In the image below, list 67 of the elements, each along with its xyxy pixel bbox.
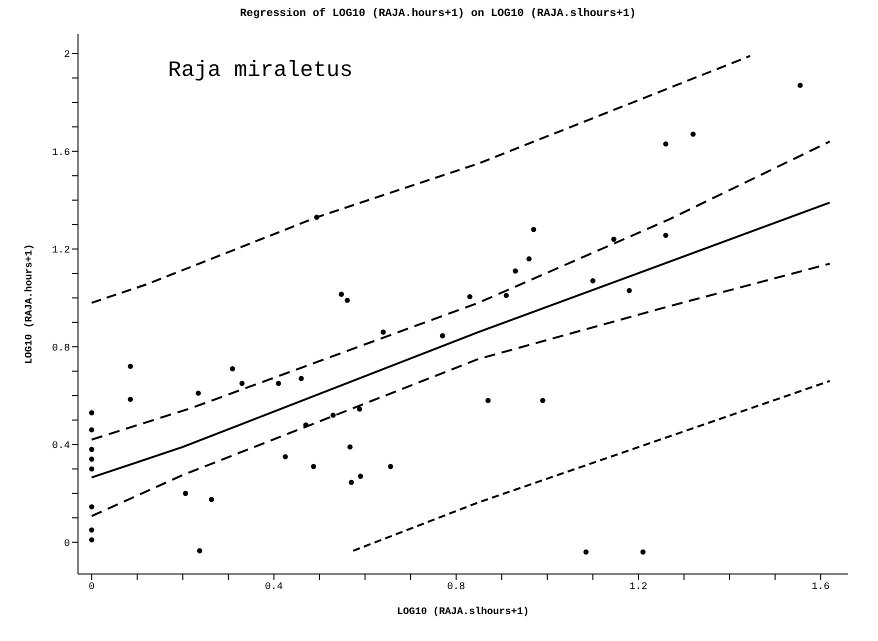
point [512, 268, 518, 274]
point [590, 278, 596, 284]
point [485, 398, 491, 404]
x-tick-label: 0.8 [447, 582, 466, 594]
point [663, 141, 668, 147]
point [89, 446, 94, 452]
y-axis-title: LOG10 (RAJA.hours+1) [24, 244, 36, 364]
point [239, 380, 245, 386]
point [611, 236, 616, 242]
x-tick-label: 1.6 [812, 582, 830, 594]
point [798, 82, 803, 88]
point [440, 333, 446, 338]
point [356, 406, 362, 412]
point [347, 444, 353, 450]
point [89, 466, 94, 472]
point [388, 464, 394, 470]
point [310, 464, 316, 470]
point [583, 549, 589, 555]
point [358, 474, 364, 479]
point [208, 496, 214, 502]
y-tick-label: 1.2 [52, 246, 70, 257]
point [89, 427, 94, 432]
y-tick-label: 2 [64, 50, 70, 62]
point [298, 376, 304, 382]
annotation: Raja miraletus [168, 58, 353, 83]
point [640, 549, 646, 555]
line-series [90, 262, 831, 518]
line-series [90, 54, 752, 304]
point [540, 398, 546, 404]
point [89, 527, 94, 533]
y-tick-label: 0.8 [52, 343, 70, 354]
point [531, 226, 536, 232]
point [344, 298, 350, 303]
point [282, 454, 288, 460]
point [89, 537, 94, 542]
point [276, 380, 282, 386]
line-series [90, 140, 831, 441]
point [230, 366, 236, 372]
point [197, 548, 202, 554]
point [467, 294, 472, 300]
x-axis-title: LOG10 (RAJA.slhours+1) [396, 606, 530, 618]
point [182, 490, 188, 496]
x-tick-label: 0.4 [264, 582, 283, 594]
point [89, 456, 94, 462]
chart-title: Regression of LOG10 (RAJA.hours+1) on LOG10 (RAJA.slhours+1) [238, 8, 638, 22]
point [690, 132, 696, 137]
y-tick-label: 1.6 [52, 148, 70, 159]
point [526, 256, 532, 262]
point [89, 504, 94, 510]
x-tick-label: 0 [88, 582, 95, 594]
y-tick-label: 0 [64, 538, 70, 550]
point [128, 396, 133, 402]
point [303, 422, 308, 428]
line-series [90, 202, 831, 478]
point [504, 292, 509, 298]
point [196, 390, 201, 396]
point [330, 412, 336, 418]
x-tick-label: 1.2 [629, 582, 648, 594]
point [314, 214, 320, 220]
point [128, 364, 133, 369]
y-tick-label: 0.4 [52, 441, 70, 452]
point [338, 292, 344, 297]
point [626, 288, 632, 294]
point [348, 480, 354, 485]
point [663, 232, 668, 238]
point [380, 330, 386, 335]
point [89, 410, 94, 416]
